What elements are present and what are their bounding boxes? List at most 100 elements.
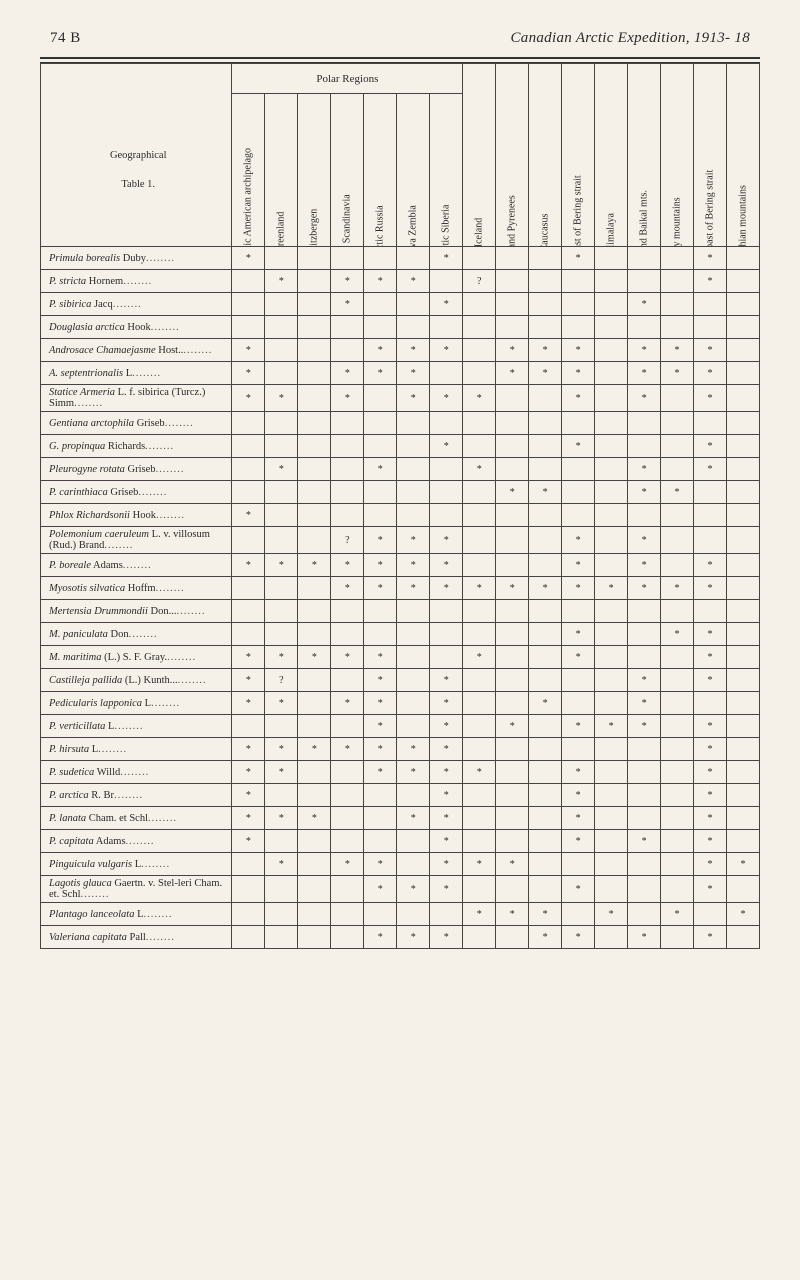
table-row: P. lanata Cham. et Schl........******* — [41, 807, 760, 830]
data-cell — [694, 504, 727, 527]
data-cell — [595, 458, 628, 481]
data-cell: * — [364, 853, 397, 876]
table-row: A. septentrionalis L........********** — [41, 362, 760, 385]
data-cell — [364, 623, 397, 646]
data-cell — [331, 339, 364, 362]
data-cell — [529, 293, 562, 316]
data-cell — [529, 412, 562, 435]
data-cell — [661, 316, 694, 339]
data-cell: * — [529, 577, 562, 600]
data-cell: * — [661, 362, 694, 385]
table-row: Primula borealis Duby........**** — [41, 247, 760, 270]
data-cell — [496, 316, 529, 339]
data-cell: * — [463, 646, 496, 669]
data-cell: * — [232, 504, 265, 527]
data-cell — [727, 830, 760, 853]
data-cell — [331, 903, 364, 926]
data-cell: * — [430, 761, 463, 784]
data-cell — [463, 412, 496, 435]
data-cell — [595, 646, 628, 669]
table-row: Statice Armeria L. f. sibirica (Turcz.) … — [41, 385, 760, 412]
data-cell — [298, 339, 331, 362]
data-cell: * — [397, 362, 430, 385]
data-cell — [265, 504, 298, 527]
data-cell: * — [430, 527, 463, 554]
data-cell: * — [331, 646, 364, 669]
species-label: Pedicularis lapponica L........ — [41, 692, 232, 715]
data-cell: * — [364, 761, 397, 784]
data-cell — [265, 293, 298, 316]
data-cell — [463, 738, 496, 761]
data-cell — [562, 412, 595, 435]
data-cell — [529, 761, 562, 784]
data-cell — [595, 293, 628, 316]
data-cell — [265, 481, 298, 504]
data-cell — [298, 715, 331, 738]
data-cell — [364, 504, 397, 527]
data-cell: * — [298, 646, 331, 669]
data-cell — [364, 385, 397, 412]
data-cell — [628, 903, 661, 926]
data-cell — [529, 830, 562, 853]
data-cell — [496, 458, 529, 481]
data-cell — [298, 600, 331, 623]
data-cell — [232, 623, 265, 646]
data-cell: * — [595, 903, 628, 926]
data-cell: * — [463, 577, 496, 600]
data-cell — [496, 412, 529, 435]
data-cell: * — [265, 807, 298, 830]
data-cell — [529, 646, 562, 669]
data-cell: * — [496, 339, 529, 362]
data-cell: * — [562, 527, 595, 554]
data-cell — [727, 316, 760, 339]
table-row: Androsace Chamaejasme Host..........****… — [41, 339, 760, 362]
data-cell — [727, 623, 760, 646]
polar-regions-group-header: Polar Regions — [232, 64, 463, 94]
data-cell: * — [727, 903, 760, 926]
data-cell — [298, 577, 331, 600]
data-cell: * — [562, 646, 595, 669]
data-cell — [298, 362, 331, 385]
data-cell — [661, 385, 694, 412]
species-label: P. hirsuta L........ — [41, 738, 232, 761]
data-cell: * — [694, 876, 727, 903]
data-cell — [463, 926, 496, 949]
data-cell: * — [628, 830, 661, 853]
table-row: P. arctica R. Br........**** — [41, 784, 760, 807]
data-cell — [496, 504, 529, 527]
data-cell — [397, 412, 430, 435]
data-cell — [265, 412, 298, 435]
data-cell — [529, 316, 562, 339]
data-cell — [397, 784, 430, 807]
data-cell — [661, 247, 694, 270]
species-label: Statice Armeria L. f. sibirica (Turcz.) … — [41, 385, 232, 412]
data-cell — [232, 527, 265, 554]
data-cell — [298, 316, 331, 339]
data-cell — [397, 692, 430, 715]
data-cell — [727, 692, 760, 715]
data-cell — [430, 362, 463, 385]
data-cell: * — [331, 692, 364, 715]
data-cell — [727, 339, 760, 362]
data-cell: * — [364, 692, 397, 715]
data-cell: * — [430, 669, 463, 692]
data-cell — [430, 623, 463, 646]
data-cell — [727, 247, 760, 270]
data-cell: * — [463, 903, 496, 926]
data-cell — [463, 669, 496, 692]
data-cell: * — [562, 761, 595, 784]
table-row: Mertensia Drummondii Don........... — [41, 600, 760, 623]
data-cell — [595, 362, 628, 385]
data-cell — [529, 784, 562, 807]
data-cell — [298, 926, 331, 949]
data-cell — [463, 435, 496, 458]
data-cell — [595, 784, 628, 807]
data-cell — [727, 926, 760, 949]
data-cell — [463, 600, 496, 623]
data-cell — [694, 692, 727, 715]
data-cell — [496, 623, 529, 646]
data-cell — [298, 385, 331, 412]
data-cell: * — [694, 669, 727, 692]
data-cell — [562, 481, 595, 504]
data-cell: * — [694, 385, 727, 412]
